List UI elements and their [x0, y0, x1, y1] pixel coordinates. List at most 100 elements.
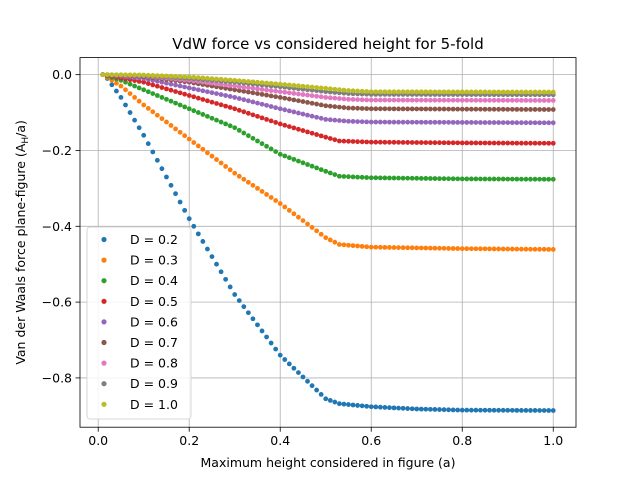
data-point — [387, 175, 392, 181]
data-point — [309, 84, 315, 90]
data-point — [532, 89, 538, 95]
data-point — [382, 175, 388, 181]
data-point — [327, 89, 333, 95]
data-point — [327, 136, 333, 141]
data-point — [277, 106, 283, 112]
data-point — [336, 138, 342, 144]
data-point — [296, 98, 301, 104]
data-point — [273, 149, 279, 155]
data-point — [286, 82, 292, 88]
data-point — [236, 173, 242, 179]
data-point — [191, 94, 197, 100]
data-point — [400, 245, 406, 251]
x-axis-ticks: 0.0 0.2 0.4 0.6 0.8 1.0 — [88, 427, 563, 448]
y-tick-label: 0.0 — [52, 67, 72, 82]
data-point — [200, 97, 206, 102]
data-point — [532, 408, 538, 413]
legend-label: D = 0.8 — [130, 356, 178, 371]
data-point — [455, 407, 461, 413]
data-point — [537, 176, 542, 182]
data-point — [437, 245, 442, 251]
data-point — [205, 246, 210, 252]
data-point — [282, 95, 288, 101]
data-point — [123, 87, 128, 93]
data-point — [491, 176, 497, 182]
data-point — [291, 109, 297, 115]
data-point — [459, 89, 465, 95]
data-point — [191, 140, 197, 145]
data-point — [273, 81, 279, 87]
data-point — [373, 175, 379, 181]
data-point — [459, 140, 465, 146]
data-point — [264, 192, 269, 197]
data-point — [309, 225, 315, 230]
data-point — [145, 81, 151, 86]
data-point — [150, 82, 156, 88]
data-point — [350, 97, 356, 102]
data-point — [514, 120, 520, 126]
legend-marker — [101, 401, 107, 407]
data-point — [227, 284, 233, 290]
legend-label: D = 0.6 — [130, 314, 178, 329]
data-point — [491, 120, 497, 125]
data-point — [250, 79, 256, 85]
data-point — [195, 95, 201, 101]
data-point — [368, 89, 374, 95]
data-point — [491, 246, 497, 252]
data-point — [227, 167, 233, 173]
data-point — [195, 143, 201, 149]
data-point — [127, 72, 133, 78]
data-point — [300, 99, 306, 104]
data-point — [459, 176, 465, 182]
data-point — [505, 140, 511, 146]
data-point — [450, 176, 456, 182]
data-point — [450, 407, 456, 413]
data-point — [468, 246, 474, 252]
data-point — [387, 106, 392, 112]
data-point — [382, 119, 388, 125]
data-point — [154, 73, 160, 79]
data-point — [414, 97, 420, 103]
data-point — [286, 155, 292, 161]
data-point — [478, 97, 483, 103]
data-point — [218, 102, 224, 108]
data-point — [391, 245, 397, 250]
data-point — [232, 83, 238, 89]
data-point — [236, 84, 242, 89]
data-point — [446, 246, 451, 251]
data-point — [459, 106, 465, 112]
legend-marker — [101, 319, 107, 325]
data-point — [414, 119, 420, 125]
data-point — [432, 106, 438, 112]
data-point — [200, 75, 206, 81]
data-point — [532, 97, 538, 103]
data-point — [423, 97, 429, 103]
data-point — [341, 118, 347, 124]
data-point — [387, 405, 392, 411]
data-point — [500, 176, 506, 182]
data-point — [355, 105, 360, 111]
data-point — [518, 120, 524, 126]
data-point — [214, 117, 219, 123]
data-point — [136, 78, 142, 84]
data-point — [423, 406, 429, 412]
data-point — [259, 328, 265, 334]
series-d-0-7 — [100, 72, 556, 112]
data-point — [223, 93, 229, 98]
legend: D = 0.2 D = 0.3 D = 0.4 D = 0.5 D = 0.6 D = 0… — [86, 226, 192, 420]
data-point — [286, 108, 292, 114]
data-point — [432, 89, 438, 95]
data-point — [227, 123, 233, 129]
data-point — [164, 73, 169, 79]
data-point — [164, 119, 169, 125]
data-point — [236, 298, 242, 303]
data-point — [209, 99, 215, 105]
data-point — [368, 244, 374, 250]
data-point — [464, 246, 470, 252]
data-point — [387, 119, 392, 125]
data-point — [359, 243, 365, 249]
data-point — [323, 168, 329, 174]
data-point — [245, 79, 251, 84]
data-point — [387, 139, 392, 145]
data-point — [132, 83, 138, 89]
